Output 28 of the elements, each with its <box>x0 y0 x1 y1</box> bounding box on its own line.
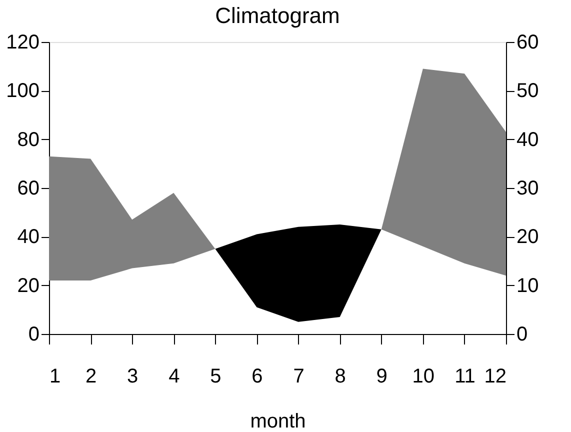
y-tick-label: 40 <box>17 226 40 248</box>
x-tick-label: 4 <box>168 366 180 388</box>
y2-tick-label: 0 <box>516 324 528 346</box>
x-tick-label: 12 <box>484 366 506 388</box>
y2-tick-label: 60 <box>516 32 539 54</box>
x-tick-label: 10 <box>412 366 435 388</box>
y2-tick-label: 50 <box>516 80 539 102</box>
x-tick-label: 11 <box>454 366 476 388</box>
x-tick-label: 5 <box>210 366 222 388</box>
y-tick-label: 100 <box>6 80 40 102</box>
y2-tick-label: 40 <box>516 128 539 151</box>
x-tick-label: 3 <box>127 366 138 388</box>
chart-title: Climatogram <box>215 3 340 28</box>
x-tick-label: 8 <box>334 366 346 388</box>
y-tick-label: 120 <box>6 32 40 54</box>
y-tick-label: 20 <box>17 274 40 297</box>
x-axis-title: month <box>250 410 306 432</box>
x-tick-label: 6 <box>252 366 263 388</box>
y-tick-label: 80 <box>17 128 40 151</box>
x-tick-label: 7 <box>293 366 304 388</box>
y-tick-label: 0 <box>28 324 40 346</box>
y-tick-label: 60 <box>17 178 40 200</box>
x-tick-label: 9 <box>376 366 388 388</box>
y2-tick-label: 20 <box>516 226 539 248</box>
y2-tick-label: 30 <box>516 178 539 200</box>
x-tick-label: 2 <box>85 366 97 388</box>
x-tick-label: 1 <box>50 366 61 388</box>
y2-tick-label: 10 <box>516 274 539 297</box>
